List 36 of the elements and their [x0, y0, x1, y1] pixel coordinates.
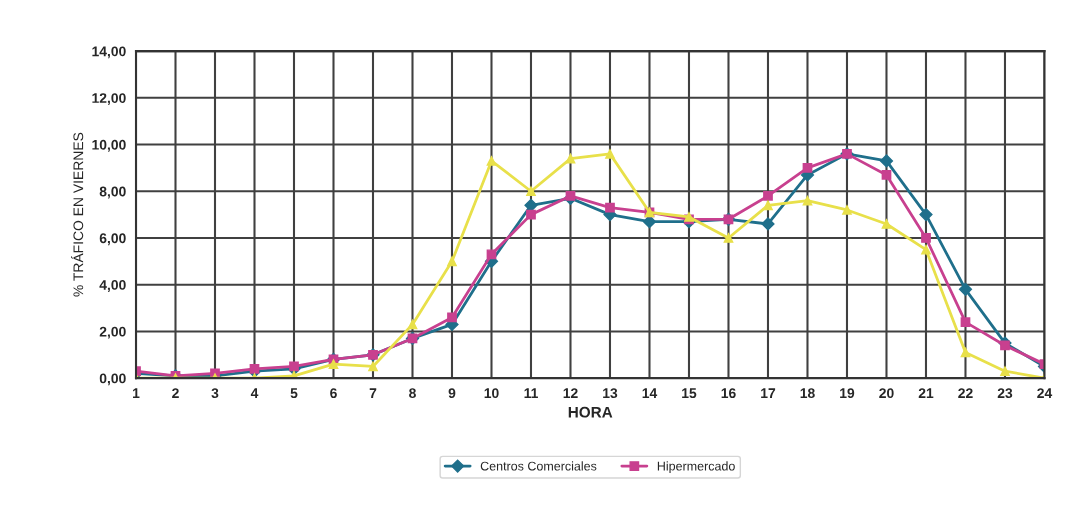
y-tick-label: 6,00: [99, 233, 126, 246]
x-tick-label: 12: [563, 388, 578, 398]
legend-label: Centros Comerciales: [480, 461, 597, 471]
x-tick-label: 4: [250, 388, 259, 398]
y-tick-label: 14,00: [92, 46, 126, 59]
x-tick-label: 20: [879, 388, 894, 399]
x-axis-title: HORA: [568, 406, 613, 418]
y-tick-label: 10,00: [92, 139, 126, 152]
x-tick-label: 14: [642, 388, 658, 398]
x-tick-label: 15: [682, 388, 697, 399]
y-tick-label: 2,00: [99, 326, 126, 339]
x-tick-label: 23: [997, 388, 1013, 399]
x-tick-label: 6: [330, 388, 337, 399]
x-tick-label: 1: [133, 388, 140, 398]
y-tick-label: 4,00: [99, 280, 126, 292]
x-tick-label: 13: [603, 388, 618, 399]
x-tick-label: 7: [369, 388, 377, 398]
x-tick-label: 10: [484, 388, 499, 399]
x-tick-label: 21: [918, 388, 934, 398]
x-tick-label: 17: [761, 388, 776, 398]
y-tick-label: 8,00: [99, 186, 126, 199]
y-axis-title: % TRÁFICO EN VIERNES: [71, 132, 84, 297]
x-tick-label: 5: [290, 388, 298, 399]
y-tick-label: 0,00: [99, 373, 126, 386]
x-tick-label: 9: [448, 388, 456, 399]
x-tick-label: 8: [409, 388, 416, 399]
x-tick-label: 16: [721, 388, 736, 399]
legend-label: Hipermercado: [657, 461, 735, 473]
x-tick-label: 2: [172, 388, 179, 398]
y-tick-label: 12,00: [92, 93, 126, 105]
x-tick-label: 19: [840, 388, 855, 399]
x-tick-label: 18: [800, 388, 815, 399]
x-tick-label: 3: [211, 388, 219, 399]
x-tick-label: 24: [1037, 388, 1053, 398]
x-tick-label: 11: [524, 388, 538, 398]
x-tick-label: 22: [958, 388, 973, 398]
